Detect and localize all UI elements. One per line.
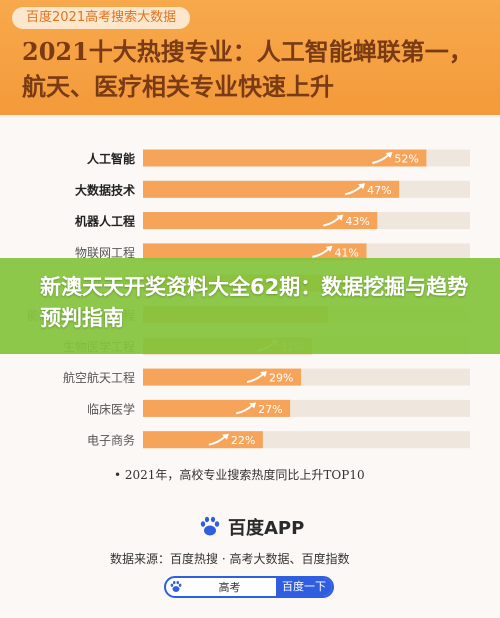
value-label: 43% (345, 215, 369, 228)
bar (143, 149, 427, 167)
category-label: 人工智能 (87, 151, 135, 166)
trend-arrowhead-icon (336, 214, 344, 221)
brand-name: 百度APP (228, 518, 305, 539)
header-tag: 百度2021高考搜索大数据 (12, 7, 191, 29)
overlay-banner (0, 258, 500, 354)
search-input[interactable]: 高考 (218, 581, 241, 594)
trend-arrowhead-icon (221, 433, 229, 440)
value-label: 29% (269, 372, 293, 385)
category-label: 电子商务 (87, 433, 135, 448)
chart-footnote: • 2021年，高校专业搜索热度同比上升TOP10 (114, 468, 365, 482)
baidu-paw-icon (200, 516, 220, 536)
category-label: 航空航天工程 (63, 370, 135, 385)
bar (143, 431, 263, 449)
bar (143, 180, 400, 198)
trend-arrowhead-icon (249, 402, 257, 409)
data-source: 数据来源：百度热搜 · 高考大数据、百度指数 (110, 552, 350, 566)
value-label: 52% (394, 153, 418, 166)
category-label: 临床医学 (87, 401, 135, 416)
bar (143, 243, 367, 261)
trend-arrowhead-icon (325, 245, 333, 252)
search-bar[interactable]: 高考 百度一下 (164, 576, 334, 598)
header-banner: 百度2021高考搜索大数据 2021十大热搜专业：人工智能蝉联第一，航天、医疗相… (0, 0, 500, 115)
brand-logo: 百度APP (198, 514, 304, 540)
value-label: 47% (367, 184, 391, 197)
overlay-title: 新澳天天开奖资料大全62期：数据挖掘与趋势预判指南 (40, 275, 469, 330)
value-label: 22% (231, 434, 255, 447)
trend-arrowhead-icon (385, 152, 393, 158)
bar (143, 212, 378, 230)
chart-card: 人工智能52%大数据技术47%机器人工程43%物联网工程41%计能源与环境系统工… (0, 118, 500, 618)
search-button[interactable]: 百度一下 (276, 578, 332, 596)
trend-arrowhead-icon (260, 371, 268, 378)
page-headline: 2021十大热搜专业：人工智能蝉联第一，航天、医疗相关专业快速上升 (22, 37, 473, 101)
search-paw-icon (170, 581, 182, 592)
category-label: 机器人工程 (75, 214, 135, 229)
trend-arrowhead-icon (358, 183, 366, 190)
value-label: 41% (334, 246, 358, 259)
category-label: 物联网工程 (75, 245, 135, 260)
value-label: 27% (258, 403, 282, 416)
category-label: 大数据技术 (75, 182, 135, 197)
